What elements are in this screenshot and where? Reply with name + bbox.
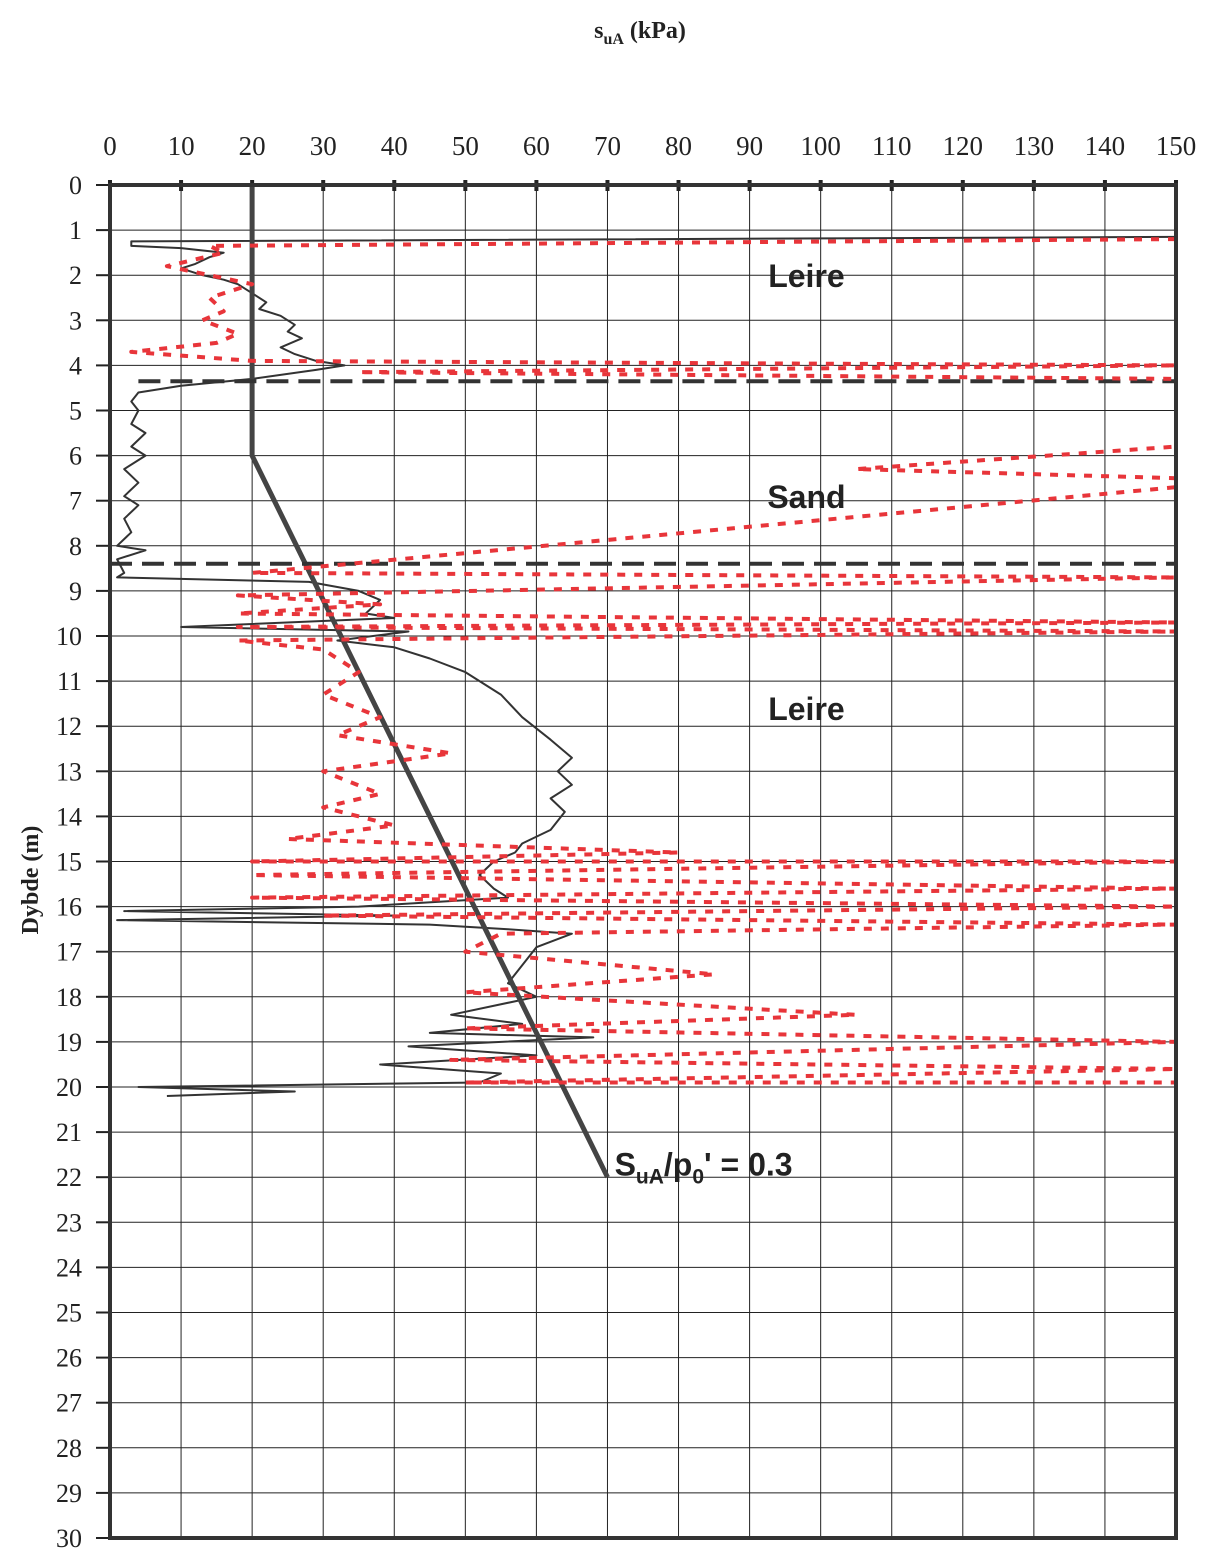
trend-line — [249, 185, 610, 1179]
measured-profile-line — [116, 235, 1177, 1097]
layer-label: Leire — [768, 691, 844, 727]
y-tick-label: 22 — [56, 1163, 82, 1192]
x-tick-label: 10 — [168, 131, 195, 161]
x-axis-title-symbol: s — [594, 18, 603, 44]
annotations: Leire Sand Leire SuA/p0' = 0.3 — [615, 258, 846, 1188]
y-tick-label: 13 — [56, 757, 82, 786]
y-tick-label: 6 — [69, 442, 82, 471]
y-tick-label: 12 — [56, 712, 82, 741]
x-tick-label: 140 — [1085, 131, 1126, 161]
x-tick-label: 0 — [103, 131, 117, 161]
derived-profile-points — [129, 237, 1178, 1085]
y-tick-label: 14 — [56, 802, 82, 831]
y-tick-label: 19 — [56, 1028, 82, 1057]
y-tick-label: 23 — [56, 1208, 82, 1237]
layer-label: Leire — [768, 258, 844, 294]
y-tick-label: 11 — [57, 667, 82, 696]
y-tick-label: 21 — [56, 1118, 82, 1147]
y-tick-label: 1 — [69, 216, 82, 245]
layer-label: Sand — [767, 479, 845, 515]
x-tick-label: 150 — [1156, 131, 1197, 161]
x-tick-label: 130 — [1014, 131, 1055, 161]
y-tick-label: 10 — [56, 622, 82, 651]
y-tick-label: 28 — [56, 1434, 82, 1463]
trend-line-label-part: 0 — [692, 1166, 704, 1189]
trend-line-label-part: uA — [636, 1166, 664, 1189]
x-axis-title-unit: (kPa) — [630, 18, 686, 44]
y-tick-label: 25 — [56, 1299, 82, 1328]
y-tick-label: 3 — [69, 306, 82, 335]
y-tick-label: 24 — [56, 1253, 82, 1282]
trend-line-label: SuA/p0' = 0.3 — [615, 1147, 793, 1189]
x-tick-label: 30 — [310, 131, 337, 161]
y-tick-label: 2 — [69, 261, 82, 290]
trend-line-label-part: ' = 0.3 — [704, 1147, 793, 1183]
x-tick-label: 60 — [523, 131, 550, 161]
x-tick-label: 20 — [239, 131, 266, 161]
axis-ticks: 0 10 20 30 40 50 60 70 80 90 100 110 120 130 140 150012… — [56, 131, 1196, 1553]
y-tick-label: 15 — [56, 848, 82, 877]
x-axis-title-subscript: uA — [603, 31, 624, 48]
x-tick-label: 90 — [736, 131, 763, 161]
x-tick-label: 70 — [594, 131, 621, 161]
x-tick-label: 120 — [943, 131, 984, 161]
y-tick-label: 16 — [56, 893, 82, 922]
plot-frame — [108, 183, 1178, 1540]
y-tick-label: 9 — [69, 577, 82, 606]
y-tick-label: 29 — [56, 1479, 82, 1508]
y-tick-label: 26 — [56, 1344, 82, 1373]
y-axis-title: Dybde (m) — [18, 826, 44, 935]
x-tick-label: 50 — [452, 131, 479, 161]
y-tick-label: 27 — [56, 1389, 82, 1418]
y-tick-label: 18 — [56, 983, 82, 1012]
y-tick-label: 7 — [69, 487, 82, 516]
y-tick-label: 8 — [69, 532, 82, 561]
x-tick-label: 80 — [665, 131, 692, 161]
y-tick-label: 20 — [56, 1073, 82, 1102]
x-tick-label: 40 — [381, 131, 408, 161]
y-tick-label: 17 — [56, 938, 82, 967]
x-axis-title: suA (kPa) — [594, 18, 686, 48]
x-tick-label: 100 — [800, 131, 841, 161]
y-tick-label: 4 — [69, 351, 82, 380]
plot-border — [108, 183, 1178, 1540]
trend-line-label-part: /p — [664, 1147, 692, 1183]
trend-line-label-part: S — [615, 1147, 636, 1183]
y-tick-label: 5 — [69, 397, 82, 426]
y-tick-label: 0 — [69, 171, 82, 200]
y-tick-label: 30 — [56, 1524, 82, 1553]
series — [110, 185, 1178, 1179]
x-tick-label: 110 — [872, 131, 912, 161]
